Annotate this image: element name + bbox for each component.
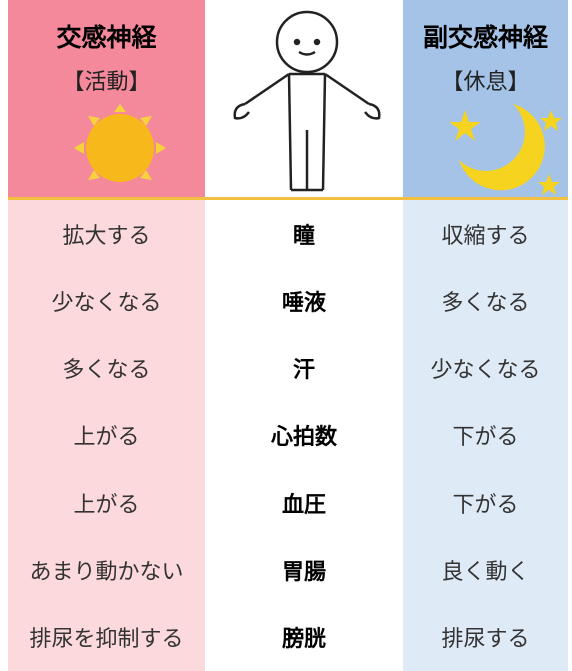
sympathetic-header: 交感神経 【活動】 — [8, 0, 205, 198]
sympathetic-effect: 排尿を抑制する — [8, 603, 205, 671]
organ: 汗 — [205, 334, 403, 402]
sympathetic-effect: 少なくなる — [8, 267, 205, 335]
organ: 膀胱 — [205, 603, 403, 671]
organ: 心拍数 — [205, 401, 403, 470]
sympathetic-effect: 上がる — [8, 469, 205, 537]
sympathetic-effect: 上がる — [8, 401, 205, 470]
header-separator — [8, 197, 568, 200]
organ: 唾液 — [205, 267, 403, 335]
header-title: 交感神経 — [56, 23, 157, 52]
sympathetic-effect: あまり動かない — [8, 536, 205, 604]
sun-icon — [74, 104, 166, 182]
header-subtitle: 【休息】 — [441, 70, 530, 95]
header-subtitle: 【活動】 — [62, 70, 151, 95]
person-icon — [233, 10, 381, 192]
parasympathetic-effect: 多くなる — [403, 267, 568, 335]
organ: 胃腸 — [205, 536, 403, 604]
parasympathetic-effect: 下がる — [403, 401, 568, 470]
parasympathetic-effect: 排尿する — [403, 603, 568, 671]
organ: 血圧 — [205, 469, 403, 537]
parasympathetic-effect: 収縮する — [403, 200, 568, 268]
moon-icon — [449, 104, 562, 195]
parasympathetic-effect: 良く動く — [403, 536, 568, 604]
parasympathetic-effect: 少なくなる — [403, 334, 568, 402]
parasympathetic-effect: 下がる — [403, 469, 568, 537]
person-header — [205, 0, 403, 198]
sympathetic-effect: 拡大する — [8, 200, 205, 268]
organ: 瞳 — [205, 200, 403, 268]
header-title: 副交感神経 — [422, 23, 548, 52]
sympathetic-effect: 多くなる — [8, 334, 205, 402]
parasympathetic-header: 副交感神経 【休息】 — [403, 0, 568, 198]
